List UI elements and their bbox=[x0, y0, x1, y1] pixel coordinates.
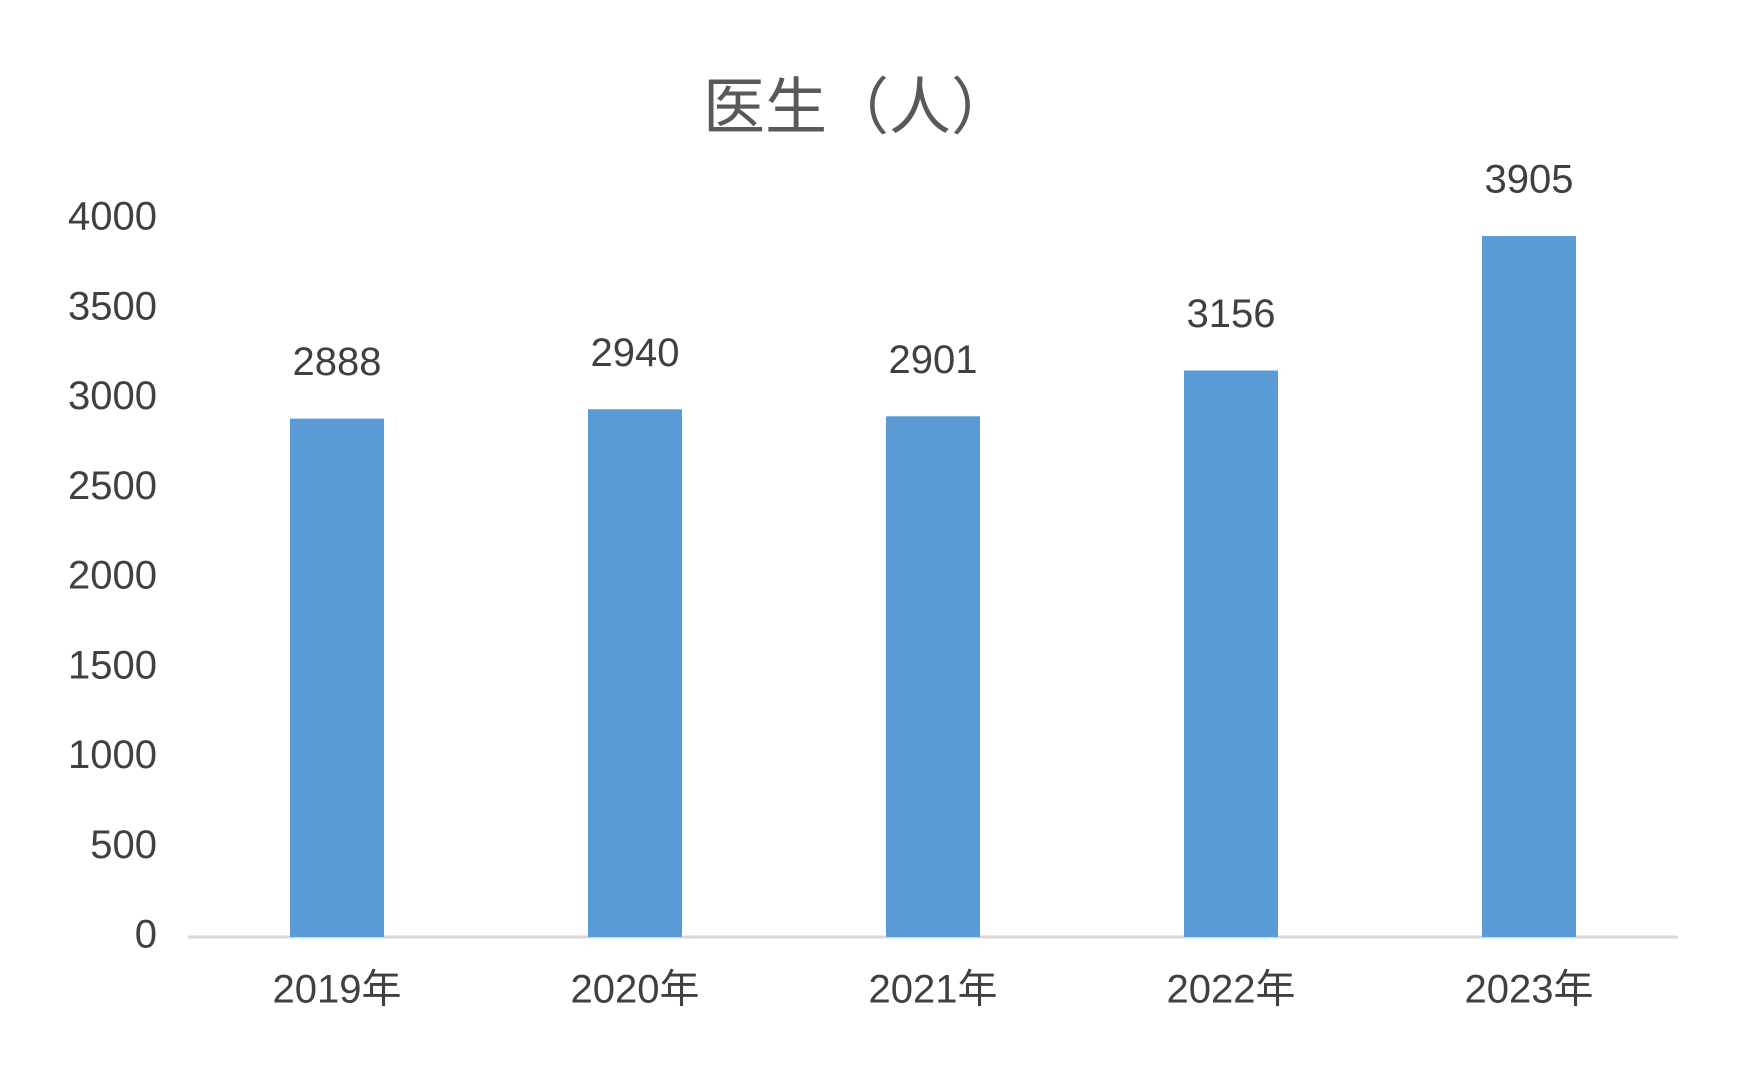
bar bbox=[1482, 236, 1576, 938]
y-tick-label: 500 bbox=[90, 823, 157, 867]
x-tick-label: 2021年 bbox=[869, 968, 998, 1012]
data-label: 3905 bbox=[1485, 158, 1574, 202]
data-label: 2901 bbox=[889, 338, 978, 382]
data-label: 2940 bbox=[591, 331, 680, 375]
x-tick-label: 2020年 bbox=[571, 968, 700, 1012]
y-tick-label: 1000 bbox=[68, 733, 157, 777]
data-label: 2888 bbox=[293, 340, 382, 384]
y-tick-label: 3000 bbox=[68, 374, 157, 418]
y-tick-label: 0 bbox=[135, 913, 157, 957]
y-tick-label: 4000 bbox=[68, 195, 157, 239]
y-tick-label: 1500 bbox=[68, 643, 157, 687]
bar bbox=[886, 416, 980, 937]
bar bbox=[290, 418, 384, 937]
x-tick-label: 2019年 bbox=[273, 968, 402, 1012]
chart-title: 医生（人） bbox=[703, 73, 1013, 142]
bar bbox=[1184, 370, 1278, 937]
y-tick-label: 2000 bbox=[68, 554, 157, 598]
bar bbox=[588, 409, 682, 937]
data-label: 3156 bbox=[1187, 292, 1276, 336]
y-tick-label: 3500 bbox=[68, 284, 157, 328]
y-tick-label: 2500 bbox=[68, 464, 157, 508]
x-tick-label: 2022年 bbox=[1167, 968, 1296, 1012]
x-tick-label: 2023年 bbox=[1465, 968, 1594, 1012]
